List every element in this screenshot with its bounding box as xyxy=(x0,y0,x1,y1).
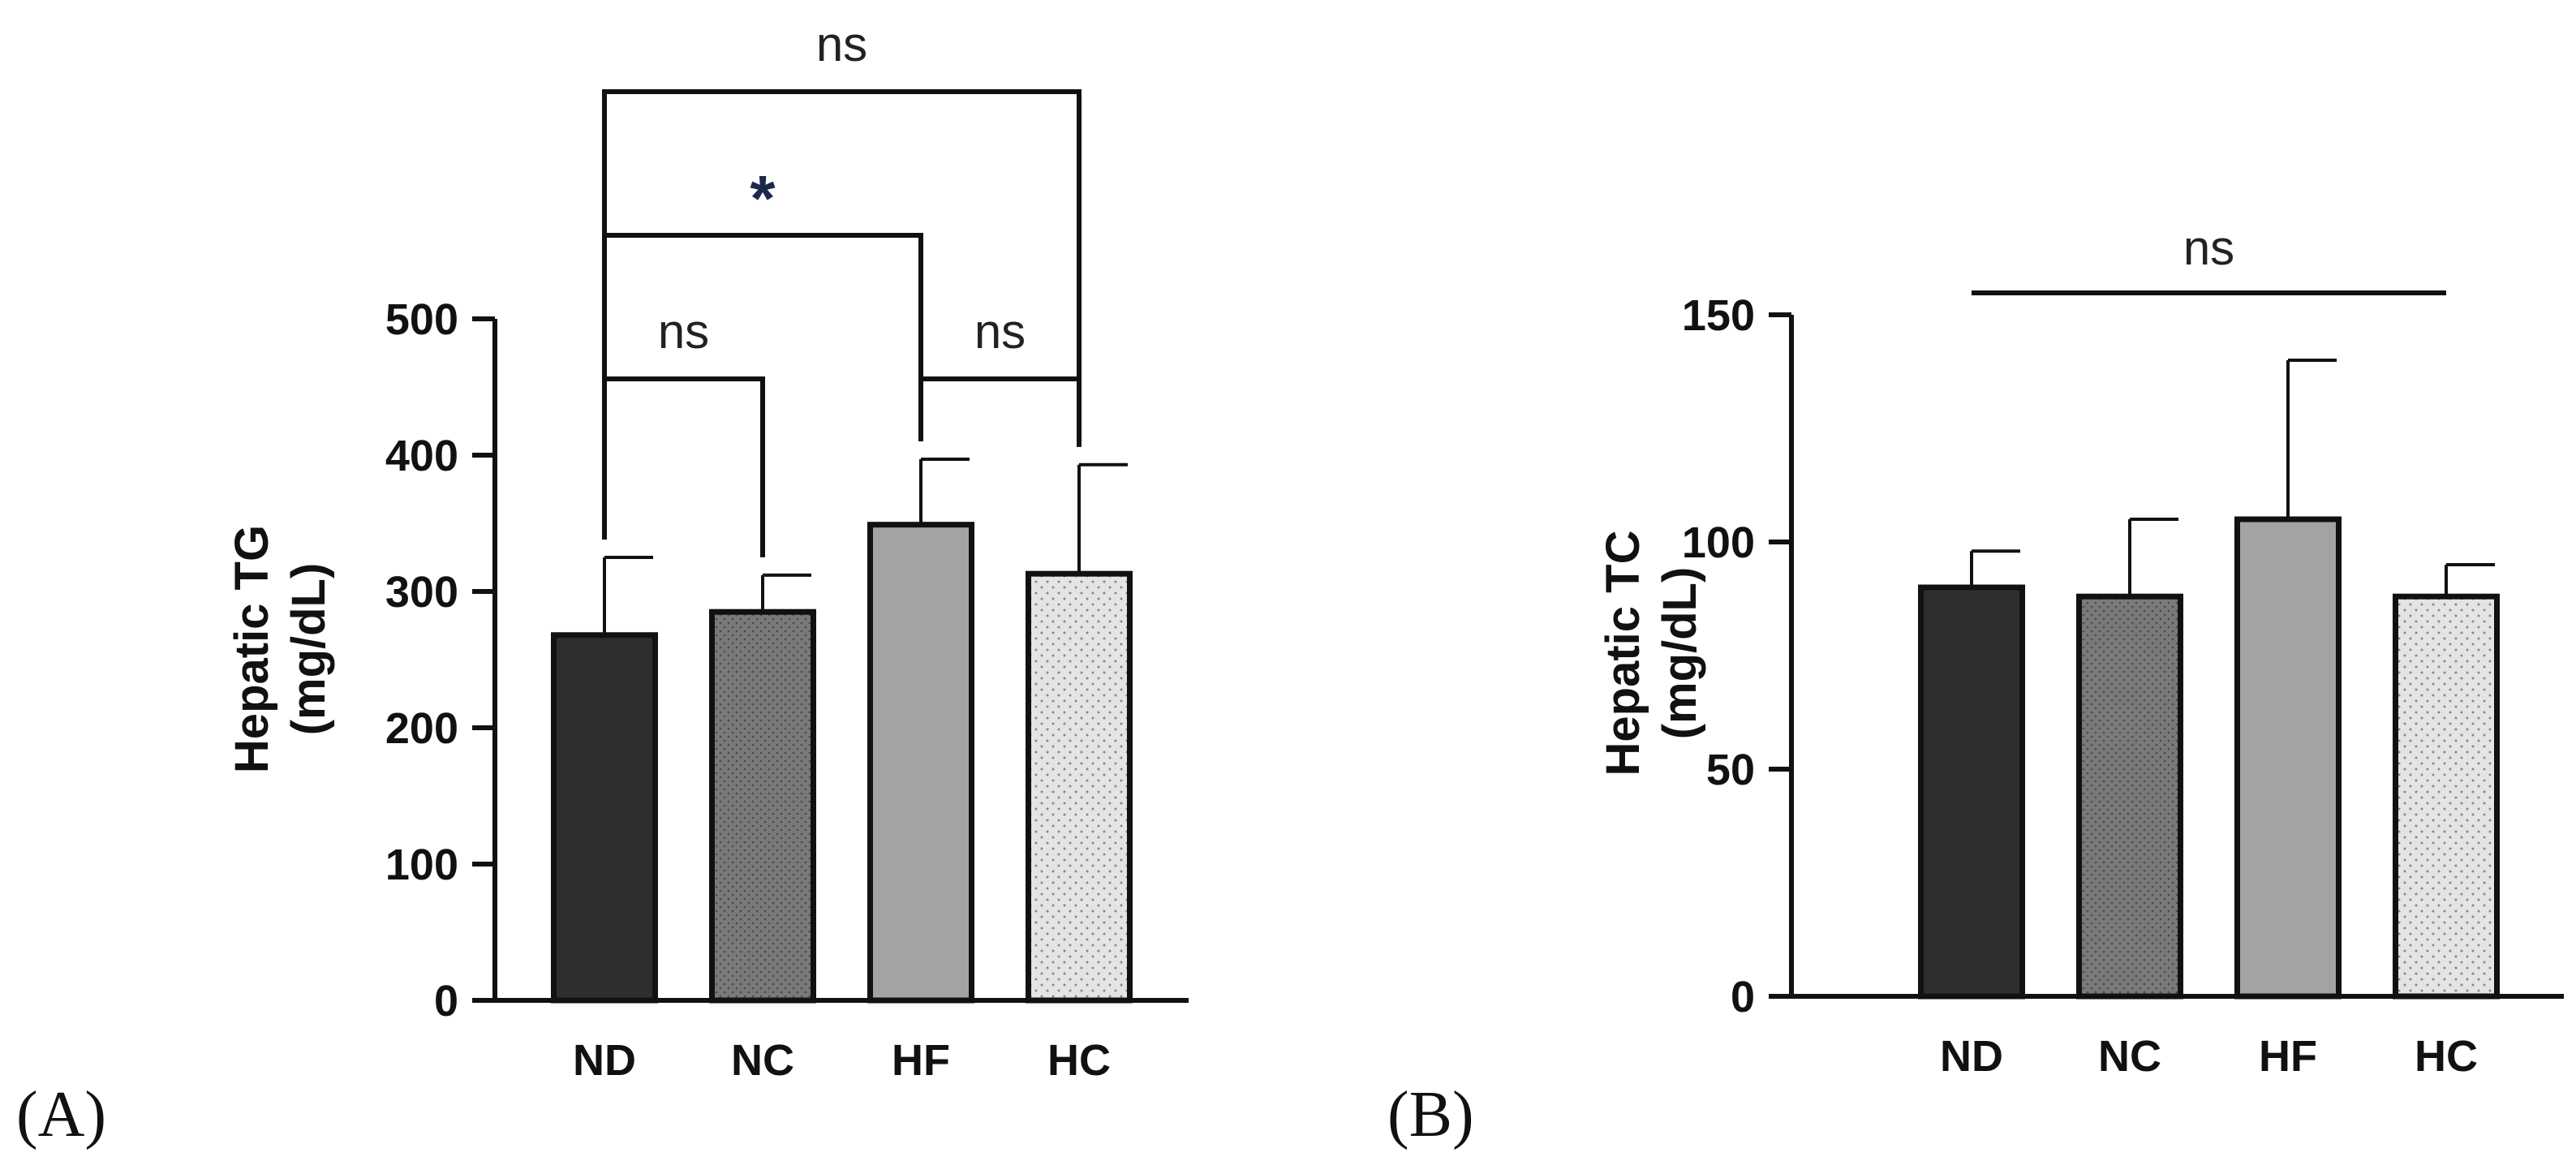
comparison-label: * xyxy=(750,162,776,234)
y-tick-label: 100 xyxy=(1682,518,1755,567)
y-tick-label: 200 xyxy=(385,704,458,753)
panel-b-brackets: ns xyxy=(1972,221,2446,295)
x-tick-label-hc: HC xyxy=(1047,1036,1111,1085)
y-tick-label: 300 xyxy=(385,568,458,617)
y-tick-label: 0 xyxy=(1731,973,1755,1021)
panel-a-bars xyxy=(551,458,1133,1004)
bar-hf xyxy=(2234,516,2342,1000)
comparison-bracket xyxy=(918,376,1082,447)
bar-hc xyxy=(1026,570,1133,1004)
panel-a-xticks: ND NC HF HC xyxy=(573,1036,1111,1085)
panel-a-label: (A) xyxy=(16,1079,106,1150)
x-tick-label-nc: NC xyxy=(2098,1032,2161,1081)
panel-a-brackets: ns ns * ns xyxy=(602,17,1082,557)
x-tick-label-hc: HC xyxy=(2415,1032,2478,1081)
comparison-label: ns xyxy=(816,17,867,71)
panel-a-ylabel: Hepatic TG xyxy=(226,525,278,773)
comparison-label: ns xyxy=(658,304,709,359)
panel-b-yticks: 0 50 100 150 xyxy=(1682,291,1791,1021)
panel-b-xticks: ND NC HF HC xyxy=(1940,1032,2478,1081)
bar-hf xyxy=(867,522,974,1004)
y-tick-label: 0 xyxy=(434,977,458,1026)
bar-nd xyxy=(1918,584,2025,1000)
y-tick-label: 400 xyxy=(385,432,458,480)
panel-a-ylabel-units: (mg/dL) xyxy=(282,563,335,736)
x-tick-label-nd: ND xyxy=(1940,1032,2003,1081)
x-tick-label-hf: HF xyxy=(2259,1032,2317,1081)
bar-nc xyxy=(709,609,816,1004)
x-tick-label-nd: ND xyxy=(573,1036,636,1085)
panel-b-chart: ns 0 50 100 150 ND NC HF HC Hepatic TC (mg/dL)… xyxy=(1387,221,2564,1150)
panel-b-ylabel-units: (mg/dL) xyxy=(1654,567,1706,740)
y-tick-label: 100 xyxy=(385,841,458,889)
comparison-bracket xyxy=(602,376,765,557)
y-tick-label: 50 xyxy=(1706,746,1755,794)
y-tick-label: 500 xyxy=(385,295,458,344)
bar-nd xyxy=(551,632,658,1004)
panel-b-ylabel: Hepatic TC xyxy=(1597,531,1649,776)
panel-b-label: (B) xyxy=(1387,1079,1474,1150)
y-tick-label: 150 xyxy=(1682,291,1755,340)
x-tick-label-nc: NC xyxy=(731,1036,794,1085)
panel-a-yticks: 0 100 200 300 400 500 xyxy=(385,295,495,1026)
bar-nc xyxy=(2076,593,2183,1000)
comparison-label: ns xyxy=(974,304,1026,359)
panel-b-bars xyxy=(1918,359,2500,1000)
comparison-label: ns xyxy=(2183,221,2234,275)
comparison-bracket xyxy=(602,89,1082,540)
bar-hc xyxy=(2393,593,2500,1000)
x-tick-label-hf: HF xyxy=(892,1036,950,1085)
panel-a-chart: ns ns * ns 0 100 200 300 400 500 ND NC HF HC Hepati… xyxy=(16,17,1189,1150)
